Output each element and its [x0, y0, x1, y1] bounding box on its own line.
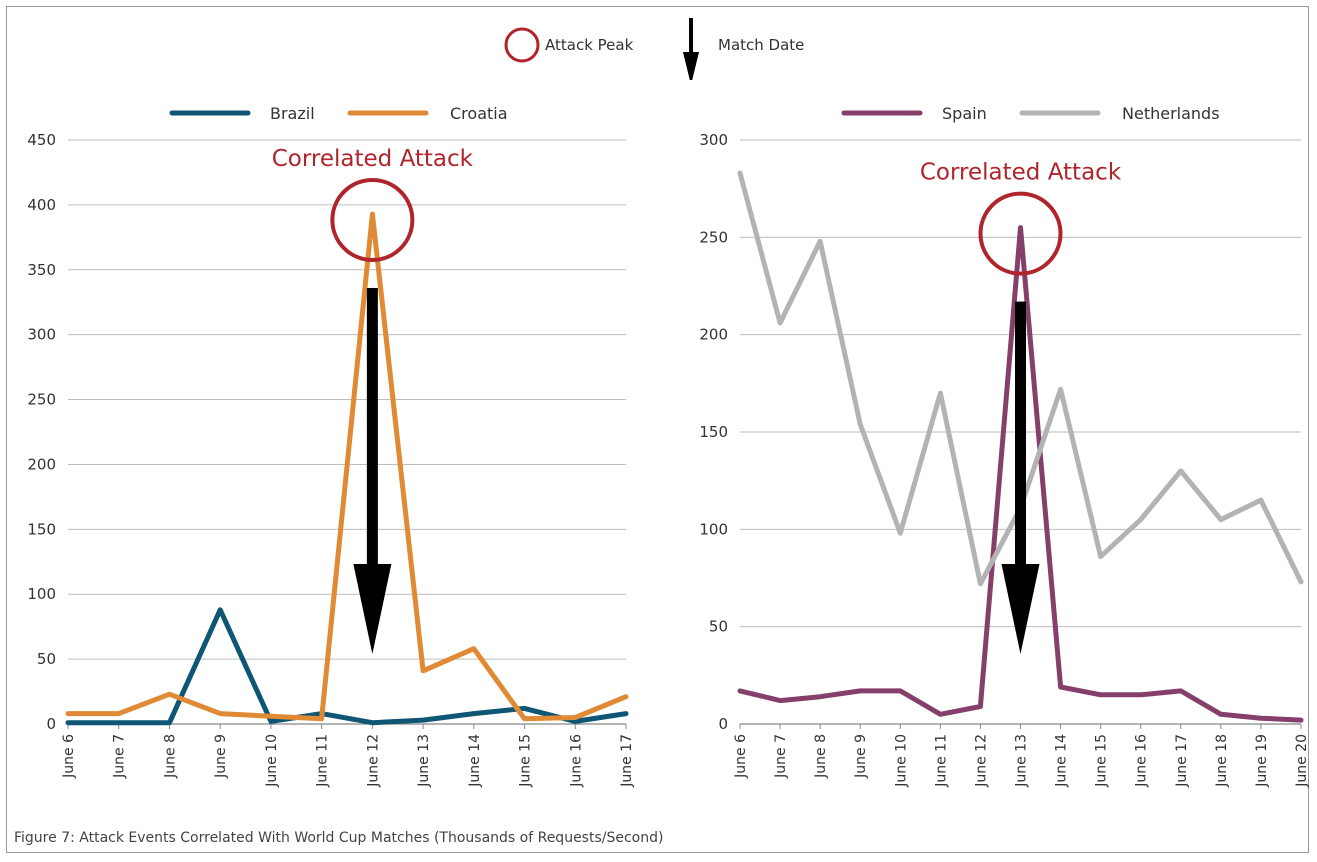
attack-peak-circle: [330, 177, 415, 262]
y-tick-label: 50: [709, 618, 728, 636]
y-tick-label: 0: [46, 715, 56, 733]
legend-label: Brazil: [270, 104, 315, 123]
y-tick-label: 200: [27, 455, 56, 473]
figure-frame: [6, 6, 1309, 853]
x-tick-label: June 17: [1174, 734, 1190, 788]
x-tick-label: June 18: [1214, 734, 1230, 788]
legend-label: Spain: [942, 104, 987, 123]
x-tick-label: June 9: [853, 734, 869, 779]
x-tick-label: June 6: [733, 734, 749, 779]
x-tick-label: June 11: [315, 734, 331, 788]
correlated-attack-label: Correlated Attack: [272, 146, 474, 172]
x-tick-label: June 12: [973, 734, 989, 788]
y-tick-label: 100: [27, 585, 56, 603]
match-date-legend-label: Match Date: [718, 36, 805, 54]
x-tick-label: June 15: [1094, 734, 1110, 788]
x-tick-label: June 12: [365, 734, 381, 788]
match-date-arrow-head: [1001, 564, 1040, 654]
x-tick-label: June 7: [773, 734, 789, 779]
y-tick-label: 400: [27, 196, 56, 214]
y-tick-label: 300: [27, 326, 56, 344]
y-tick-label: 200: [699, 326, 728, 344]
x-tick-label: June 7: [112, 734, 128, 779]
attack-peak-legend-icon: [504, 27, 540, 63]
x-tick-label: June 14: [467, 734, 483, 788]
x-tick-label: June 6: [61, 734, 77, 779]
attack-peak-legend-label: Attack Peak: [545, 36, 634, 54]
match-date-legend-icon: [683, 18, 699, 80]
match-date-arrow-shaft: [366, 287, 378, 564]
match-date-arrow-shaft: [1015, 301, 1026, 564]
legend-label: Netherlands: [1122, 104, 1220, 123]
y-tick-label: 150: [699, 423, 728, 441]
x-tick-label: June 13: [1014, 734, 1030, 788]
y-tick-label: 300: [699, 131, 728, 149]
x-tick-label: June 20: [1294, 734, 1310, 788]
legend-label: Croatia: [450, 104, 508, 123]
series-line: [65, 211, 629, 722]
correlated-attack-label: Correlated Attack: [920, 160, 1122, 186]
y-tick-label: 250: [27, 391, 56, 409]
y-tick-label: 250: [699, 228, 728, 246]
figure-caption: Figure 7: Attack Events Correlated With …: [14, 830, 664, 846]
attack-peak-circle: [978, 191, 1063, 276]
x-tick-label: June 10: [893, 734, 909, 788]
x-tick-label: June 9: [213, 734, 229, 779]
x-tick-label: June 11: [933, 734, 949, 788]
y-tick-label: 450: [27, 131, 56, 149]
match-date-arrow-head: [353, 564, 392, 654]
x-tick-label: June 16: [1134, 734, 1150, 788]
y-tick-label: 150: [27, 520, 56, 538]
y-tick-label: 350: [27, 261, 56, 279]
y-tick-label: 50: [37, 650, 56, 668]
x-tick-label: June 14: [1054, 734, 1070, 788]
x-tick-label: June 10: [264, 734, 280, 788]
x-tick-label: June 19: [1254, 734, 1270, 788]
y-tick-label: 0: [718, 715, 728, 733]
top-legend: Attack Peak Match Date: [0, 0, 1317, 80]
x-tick-label: June 17: [619, 734, 635, 788]
x-tick-label: June 8: [813, 734, 829, 779]
x-tick-label: June 15: [518, 734, 534, 788]
chart-left: 0 50 100 150 200 250 300 350 400 450 June 6 June 7 J…: [27, 104, 635, 788]
top-legend-graphics: [504, 18, 699, 80]
x-tick-label: June 13: [416, 734, 432, 788]
x-tick-label: June 8: [162, 734, 178, 779]
chart-right: 0 50 100 150 200 250 300 June 6 June 7 June 8 June…: [699, 104, 1310, 788]
y-tick-label: 100: [699, 520, 728, 538]
series-line: [65, 607, 629, 726]
x-tick-label: June 16: [568, 734, 584, 788]
